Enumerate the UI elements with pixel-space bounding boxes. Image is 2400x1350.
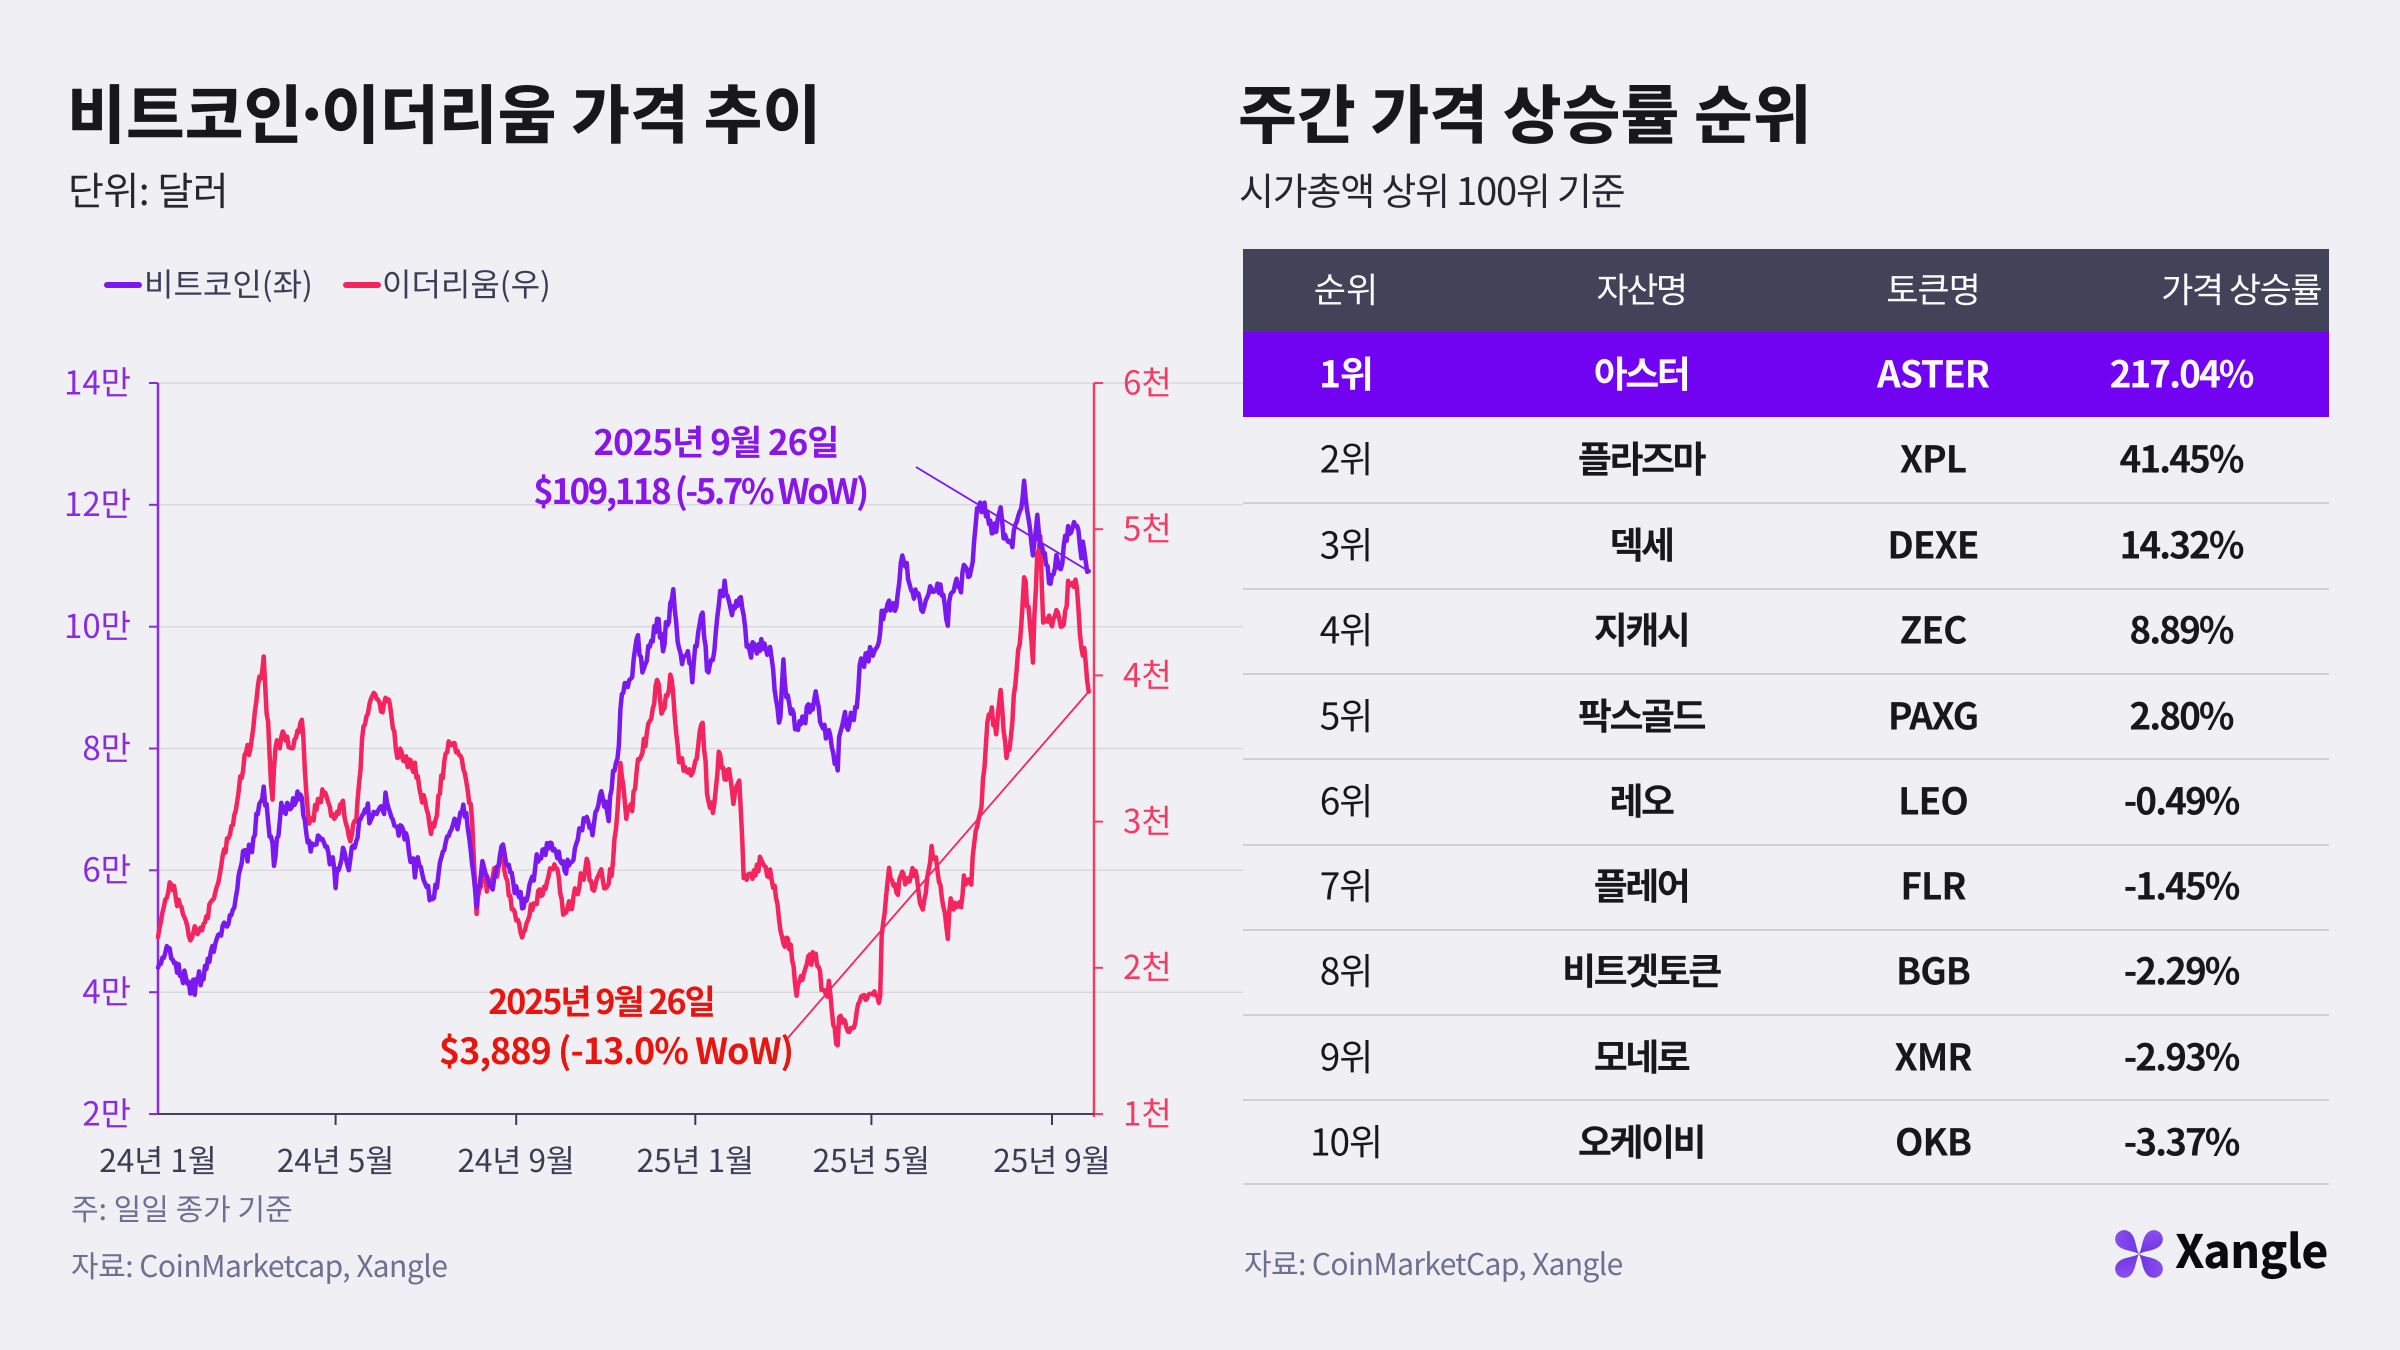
- svg-text:4만: 4만: [82, 966, 131, 1014]
- svg-text:24년 9월: 24년 9월: [457, 1136, 574, 1182]
- svg-text:25년 1월: 25년 1월: [637, 1136, 754, 1182]
- svg-text:1천: 1천: [1123, 1087, 1172, 1135]
- svg-text:14만: 14만: [64, 356, 131, 404]
- svg-text:8만: 8만: [82, 722, 131, 770]
- svg-text:25년 9월: 25년 9월: [993, 1136, 1110, 1182]
- svg-text:3천: 3천: [1123, 795, 1172, 843]
- svg-text:12만: 12만: [64, 478, 131, 526]
- svg-text:10만: 10만: [64, 600, 131, 648]
- svg-text:6만: 6만: [82, 844, 131, 892]
- svg-text:6천: 6천: [1123, 356, 1172, 404]
- svg-text:24년 1월: 24년 1월: [99, 1136, 216, 1182]
- svg-text:2만: 2만: [82, 1087, 131, 1135]
- svg-text:2천: 2천: [1123, 941, 1172, 989]
- svg-text:5천: 5천: [1123, 503, 1172, 551]
- svg-text:25년 5월: 25년 5월: [813, 1136, 930, 1182]
- svg-text:4천: 4천: [1123, 649, 1172, 697]
- svg-text:24년 5월: 24년 5월: [277, 1136, 394, 1182]
